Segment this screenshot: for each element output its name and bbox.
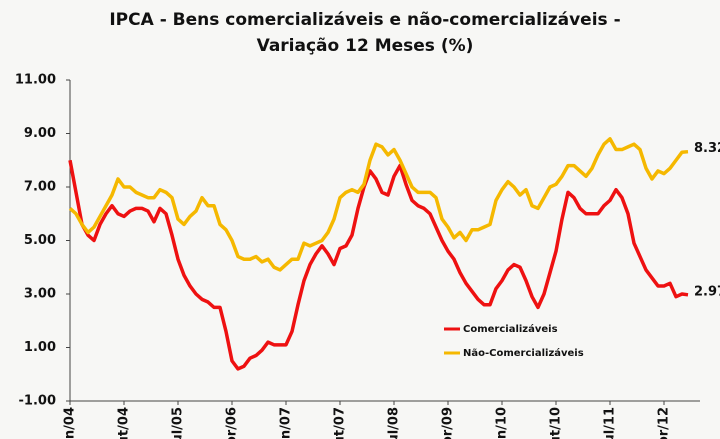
x-tick-label: jul/11	[603, 407, 618, 439]
x-tick-label: out/10	[549, 407, 564, 439]
legend-label: Não-Comercializáveis	[463, 347, 584, 359]
chart-title: Variação 12 Meses (%)	[257, 36, 474, 56]
data-label: 2.97	[694, 284, 720, 299]
y-tick-label: -1.00	[19, 394, 56, 409]
x-tick-label: jan/10	[495, 407, 510, 439]
x-tick-label: abr/12	[657, 407, 672, 439]
chart: IPCA - Bens comercializáveis e não-comer…	[0, 0, 720, 439]
legend-label: Comercializáveis	[463, 323, 558, 335]
x-tick-label: jul/05	[171, 407, 186, 439]
x-tick-label: out/07	[333, 407, 348, 439]
background	[0, 0, 720, 439]
y-tick-label: 9.00	[24, 126, 56, 141]
x-tick-label: abr/09	[441, 407, 456, 439]
y-tick-label: 1.00	[24, 340, 56, 355]
y-tick-label: 7.00	[24, 180, 56, 195]
x-tick-label: jan/04	[63, 407, 78, 439]
data-label: 8.32	[694, 141, 720, 156]
y-tick-label: 3.00	[24, 287, 56, 302]
x-tick-label: abr/06	[225, 407, 240, 439]
chart-title: IPCA - Bens comercializáveis e não-comer…	[109, 10, 620, 30]
y-tick-label: 11.00	[15, 73, 56, 88]
x-tick-label: jul/08	[387, 407, 402, 439]
y-tick-label: 5.00	[24, 233, 56, 248]
x-tick-label: jan/07	[279, 407, 294, 439]
x-tick-label: out/04	[117, 407, 132, 439]
